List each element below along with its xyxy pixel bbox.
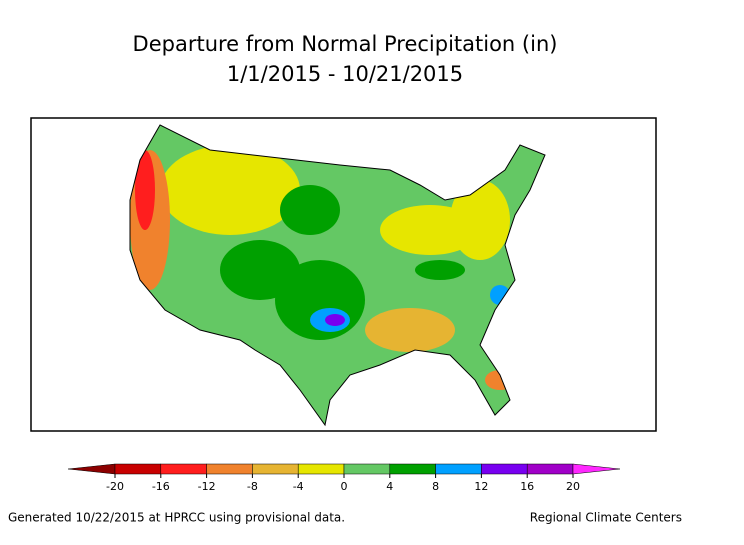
colorbar-segment bbox=[206, 463, 253, 475]
us-outline bbox=[129, 124, 546, 427]
colorbar-label: 20 bbox=[566, 480, 580, 493]
colorbar: -20 -16 -12 -8 -4 0 4 8 12 16 20 bbox=[67, 463, 621, 493]
colorbar-low bbox=[67, 463, 116, 475]
colorbar-segment bbox=[389, 463, 436, 475]
colorbar-segment bbox=[297, 463, 345, 475]
colorbar-label: -12 bbox=[198, 480, 216, 493]
colorbar-segment bbox=[252, 463, 299, 475]
footer-left: Generated 10/22/2015 at HPRCC using prov… bbox=[8, 511, 345, 525]
colorbar-high bbox=[572, 463, 621, 475]
colorbar-label: 8 bbox=[432, 480, 439, 493]
colorbar-label: -8 bbox=[247, 480, 258, 493]
colorbar-label: -16 bbox=[152, 480, 170, 493]
colorbar-label: 0 bbox=[341, 480, 348, 493]
colorbar-segment bbox=[481, 463, 528, 475]
colorbar-segment bbox=[343, 463, 391, 475]
colorbar-label: 12 bbox=[474, 480, 488, 493]
title: Departure from Normal Precipitation (in) bbox=[133, 32, 558, 56]
colorbar-label: -20 bbox=[106, 480, 124, 493]
footer-right: Regional Climate Centers bbox=[530, 511, 682, 525]
colorbar-label: 4 bbox=[386, 480, 393, 493]
colorbar-label: -4 bbox=[293, 480, 304, 493]
subtitle: 1/1/2015 - 10/21/2015 bbox=[227, 62, 463, 86]
colorbar-segment bbox=[526, 463, 574, 475]
colorbar-segment bbox=[114, 463, 162, 475]
colorbar-segment bbox=[160, 463, 207, 475]
colorbar-label: 16 bbox=[520, 480, 534, 493]
colorbar-segment bbox=[435, 463, 482, 475]
